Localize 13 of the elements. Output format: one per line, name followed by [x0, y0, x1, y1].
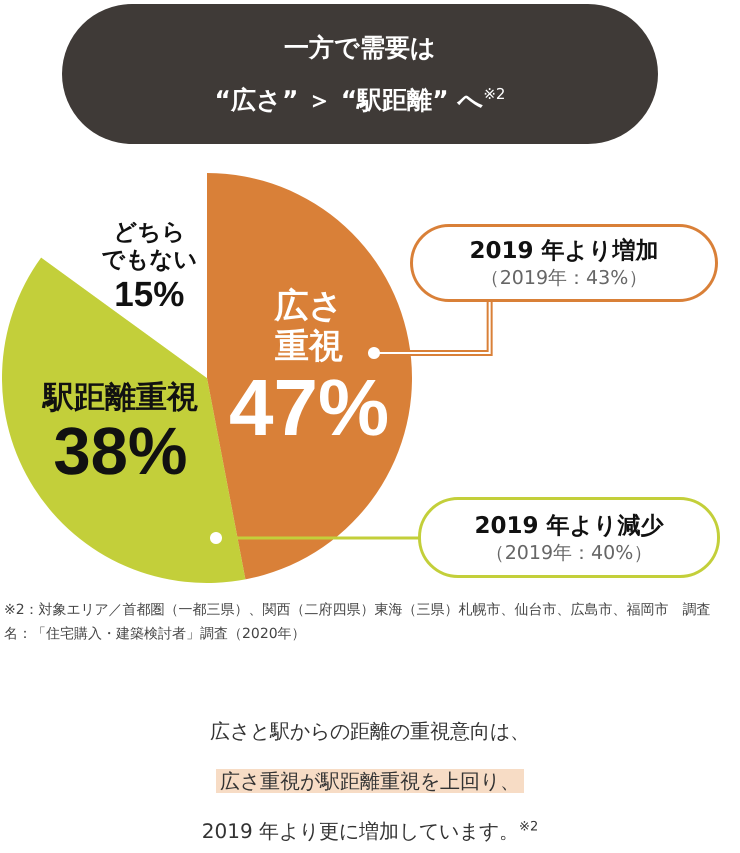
data-label: 15%	[114, 275, 184, 314]
chart-title: 一方で需要は “広さ” ＞ “駅距離” へ$^{※2}$	[214, 32, 506, 116]
slice-label: 駅距離重視	[40, 379, 198, 416]
data-label: 38%	[53, 414, 188, 489]
text: （2019年：40%）	[484, 540, 654, 564]
text: 2019 年より更に増加しています。$^{※2}$	[200, 818, 540, 845]
text: 2019 年より増加	[468, 236, 660, 266]
text: 広さと駅からの距離の重視意向は、	[209, 718, 531, 745]
text: 広さ重視が駅距離重視を上回り、	[216, 769, 524, 793]
text: 2019 年より減少	[473, 512, 665, 540]
slice-label: どちらでもない	[101, 219, 198, 274]
text: ※2：対象エリア／首都圏（一都三県）、関西（二府四県）東海（三県）札幌市、仙台市、広島市、福岡市 調査名：「住宅購入・建築検討者」調査（2020年）	[4, 601, 712, 644]
text: （2019年：43%）	[480, 266, 648, 290]
